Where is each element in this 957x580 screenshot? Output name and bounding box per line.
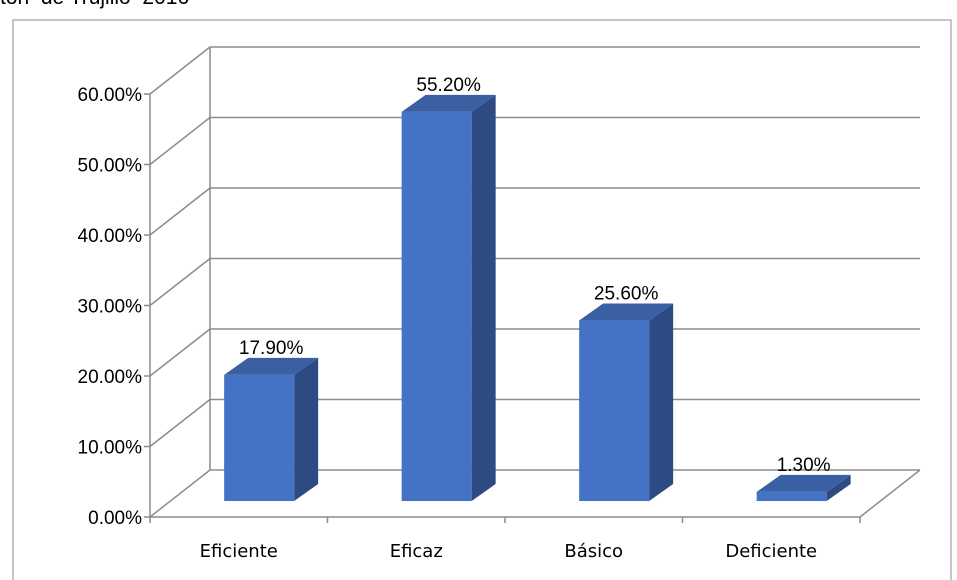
labels: 0.00% 10.00% 20.00% 30.00% 40.00% 50.00% 60.00… (78, 75, 831, 562)
gridline-side (149, 116, 211, 166)
bar-4 (756, 474, 851, 502)
bar-3 (579, 303, 674, 502)
bar-top (579, 303, 674, 321)
bar-2 (401, 94, 496, 502)
gridline-side (149, 398, 211, 448)
x-category-label: Deficiente (725, 541, 817, 562)
y-tick-label: 30.00% (78, 297, 143, 318)
gridlines (149, 46, 921, 518)
bar-top (756, 474, 851, 492)
y-tick-label: 10.00% (78, 438, 143, 459)
y-tick-label: 0.00% (88, 508, 142, 529)
bar-top (224, 357, 319, 375)
gridline-side (149, 187, 211, 236)
data-label: 25.60% (594, 284, 659, 305)
data-label: 17.90% (239, 338, 304, 359)
bars (224, 94, 851, 502)
bar-front (756, 491, 827, 502)
chart-frame (12, 19, 952, 580)
bar-top (401, 94, 496, 112)
data-label: 55.20% (416, 75, 481, 96)
bar-1 (224, 357, 319, 502)
bar-side (294, 357, 319, 502)
gridline-side (149, 257, 211, 307)
gridline-side (149, 469, 211, 518)
y-tick-label: 50.00% (78, 156, 143, 177)
data-label: 1.30% (777, 455, 831, 476)
y-tick-label: 20.00% (78, 367, 143, 388)
bar-side (826, 474, 851, 502)
x-category-label: Básico (564, 541, 623, 562)
axes (144, 93, 861, 523)
gridline-side (149, 328, 211, 377)
x-category-label: Eficiente (200, 541, 278, 562)
y-tick-label: 60.00% (78, 85, 143, 106)
x-category-label: Eficaz (390, 541, 443, 562)
bar-front (579, 320, 650, 502)
chart-title: ton de Trujillo 2016 (0, 0, 189, 10)
bar-side (471, 94, 496, 502)
bar-front (224, 374, 295, 502)
bar-front (401, 111, 472, 502)
bar-side (649, 303, 674, 502)
gridline-side (149, 46, 211, 95)
y-tick-label: 40.00% (78, 226, 143, 247)
